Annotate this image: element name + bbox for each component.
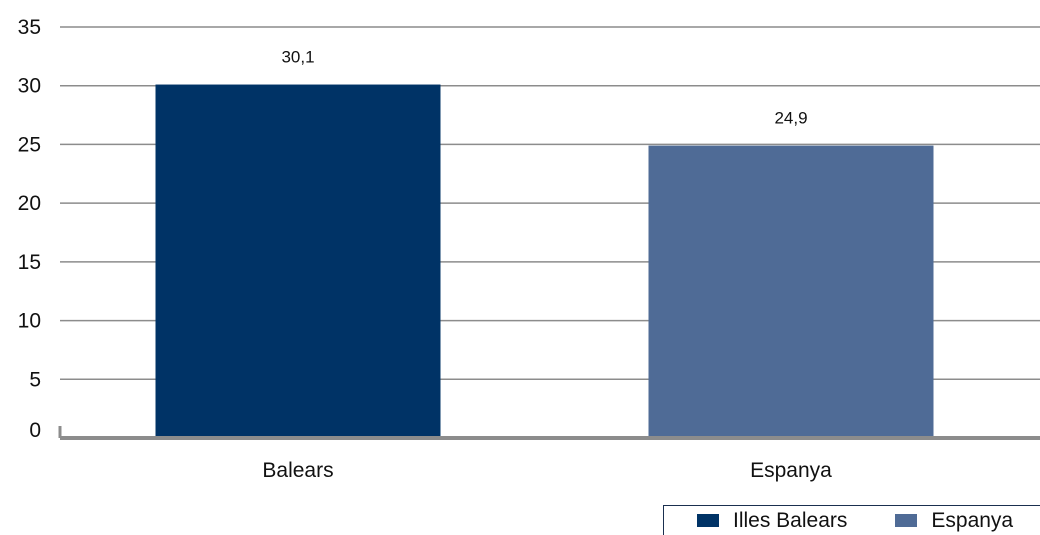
y-tick-label-20: 20 [18, 192, 41, 215]
data-label-balears: 30,1 [281, 48, 314, 67]
legend: Illes Balears Espanya [663, 505, 1040, 535]
y-tick-label-10: 10 [18, 310, 41, 333]
y-tick-label-25: 25 [18, 133, 41, 156]
y-tick-label-0: 0 [29, 419, 41, 442]
legend-item-espanya: Espanya [895, 509, 1013, 533]
bar-espanya [648, 145, 934, 439]
y-tick-label-30: 30 [18, 75, 41, 98]
x-tick-label-espanya: Espanya [750, 459, 832, 482]
bar-chart-svg: 0 5 10 15 20 25 30 35 30,1 Balears 24,9 Espanya [18, 16, 1040, 482]
legend-swatch-espanya [895, 514, 918, 527]
data-label-espanya: 24,9 [774, 109, 807, 128]
legend-swatch-illes-balears [697, 514, 719, 527]
legend-label-espanya: Espanya [931, 508, 1014, 532]
y-tick-label-15: 15 [18, 251, 41, 274]
legend-label-illes-balears: Illes Balears [733, 508, 848, 532]
bar-balears [155, 84, 441, 438]
legend-item-illes-balears: Illes Balears [697, 509, 847, 533]
y-tick-label-35: 35 [18, 16, 41, 39]
y-tick-label-5: 5 [29, 368, 41, 391]
x-tick-label-balears: Balears [262, 459, 333, 482]
